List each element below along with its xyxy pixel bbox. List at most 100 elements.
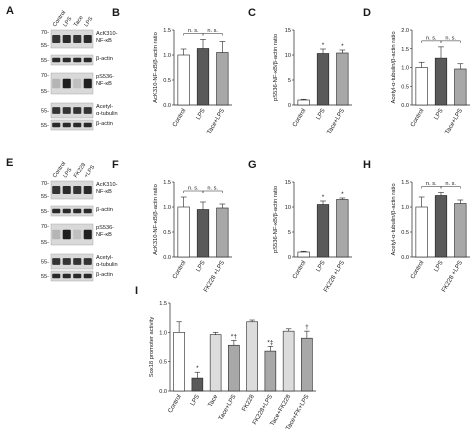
row-label: pS536- xyxy=(96,74,114,80)
bar xyxy=(316,204,330,258)
blot-band xyxy=(62,208,71,214)
y-tick-label: 0.5 xyxy=(159,360,167,366)
bar xyxy=(177,206,190,258)
category-label: Tace+LPS xyxy=(326,108,346,136)
bar xyxy=(336,199,349,258)
blot-band xyxy=(52,57,61,63)
bar xyxy=(173,332,185,392)
y-tick-label: 1.5 xyxy=(159,301,167,307)
blot-strip xyxy=(50,205,94,217)
row-label: β-actin xyxy=(96,56,113,62)
y-tick-label: 0.0 xyxy=(163,103,171,109)
y-tick-label: 0.0 xyxy=(163,255,171,261)
y-tick-label: 1.0 xyxy=(163,53,171,59)
y-tick-label: 1.0 xyxy=(401,66,409,72)
category-label: Tace+LPS xyxy=(206,108,226,136)
bar xyxy=(228,344,240,392)
category-label: Control xyxy=(291,108,307,129)
row-label: α-tubulin xyxy=(96,262,118,268)
row-label: NF-κB xyxy=(96,232,112,238)
blot-band xyxy=(83,34,92,44)
bar xyxy=(415,67,428,106)
panel-label: E xyxy=(6,157,13,169)
blot-strip xyxy=(50,72,94,95)
blot-strip xyxy=(50,119,94,131)
lane-label: LPS xyxy=(62,167,73,179)
mw-marker: 70- xyxy=(41,73,49,79)
significance-bracket xyxy=(202,190,223,193)
chart-h: H 0.0 0.5 1.0 1.5 Acetyl-α-tubulin/β-actin ra… xyxy=(363,159,470,294)
y-axis-label: Acetyl-α-tubulin/β-actin ratio xyxy=(391,31,397,103)
y-tick-label: 1.0 xyxy=(401,205,409,211)
row-label: pS536- xyxy=(96,225,114,231)
y-tick-label: 10 xyxy=(285,205,291,211)
category-label: LPS xyxy=(195,108,207,122)
bar xyxy=(264,350,277,392)
blot-band xyxy=(73,34,82,44)
y-tick-label: 0.5 xyxy=(163,230,171,236)
category-label: Control xyxy=(167,394,183,415)
panel-label: F xyxy=(112,159,119,171)
bar xyxy=(454,68,467,106)
y-tick-label: 0.5 xyxy=(163,78,171,84)
y-tick-label: 15 xyxy=(285,28,291,34)
blot-band xyxy=(83,78,92,89)
y-tick-label: 0 xyxy=(288,255,291,261)
mw-marker: 55- xyxy=(41,109,49,115)
row-label: Acetyl- xyxy=(96,104,113,110)
blot-band xyxy=(52,34,61,44)
lane-label: LPS xyxy=(62,16,73,28)
significance-mark: * xyxy=(322,194,325,201)
y-tick-label: 1.5 xyxy=(401,47,409,53)
y-tick-label: 0 xyxy=(288,103,291,109)
bar xyxy=(316,53,330,106)
mw-marker: 70- xyxy=(41,181,49,187)
row-label: NF-κB xyxy=(96,81,112,87)
blot-strip xyxy=(50,29,94,49)
bracket-label: n. s. xyxy=(426,181,437,187)
blot-band xyxy=(62,273,71,279)
bar xyxy=(209,334,222,392)
blot-band xyxy=(73,208,82,214)
chart-f: F 0.0 0.5 1.0 1.5 AcK310-NF-κB/β-actin ratio C… xyxy=(112,159,232,294)
blot-band xyxy=(83,258,92,265)
category-label: LPS xyxy=(195,260,207,274)
blot-band xyxy=(73,107,82,114)
category-label: LPS xyxy=(189,394,201,408)
chart-c: C 0 5 10 15 pS536-NF-κB/β-actin ratio Control *… xyxy=(248,7,352,136)
blot-band xyxy=(73,229,82,240)
bar xyxy=(282,330,295,392)
blot-band xyxy=(62,258,71,265)
bracket-label: n. s. xyxy=(188,186,199,192)
mw-marker: 70- xyxy=(41,224,49,230)
mw-marker: 55- xyxy=(41,123,49,129)
y-tick-label: 5 xyxy=(288,78,291,84)
blot-band xyxy=(52,273,61,279)
bar xyxy=(196,209,210,258)
y-tick-label: 2.0 xyxy=(401,28,409,34)
category-label: Tace+LPS xyxy=(217,394,237,422)
bracket-label: n. s. xyxy=(207,186,218,192)
blot-band xyxy=(62,57,71,63)
blot-strip xyxy=(50,54,94,66)
blot-band xyxy=(73,122,82,128)
category-label: Tace+LPS xyxy=(444,108,464,136)
y-axis-label: pS536-NF-κB/β-actin ratio xyxy=(273,34,279,101)
category-label: FK228 +LPS xyxy=(202,260,226,294)
bar xyxy=(454,203,467,258)
blot-band xyxy=(62,107,71,114)
bar xyxy=(297,251,310,258)
blot-band xyxy=(62,229,71,240)
mw-marker: 55- xyxy=(41,58,49,64)
bar xyxy=(434,57,448,106)
y-axis-label: pS536-NF-κB/β-actin ratio xyxy=(273,186,279,253)
y-tick-label: 0.5 xyxy=(401,230,409,236)
category-label: FK228 xyxy=(241,393,256,413)
panel-label: H xyxy=(363,159,371,171)
mw-marker: 55- xyxy=(41,194,49,200)
panel-label: B xyxy=(112,7,120,19)
category-label: Control xyxy=(171,260,187,281)
significance-mark: † xyxy=(305,324,309,331)
row-label: β-actin xyxy=(96,272,113,278)
